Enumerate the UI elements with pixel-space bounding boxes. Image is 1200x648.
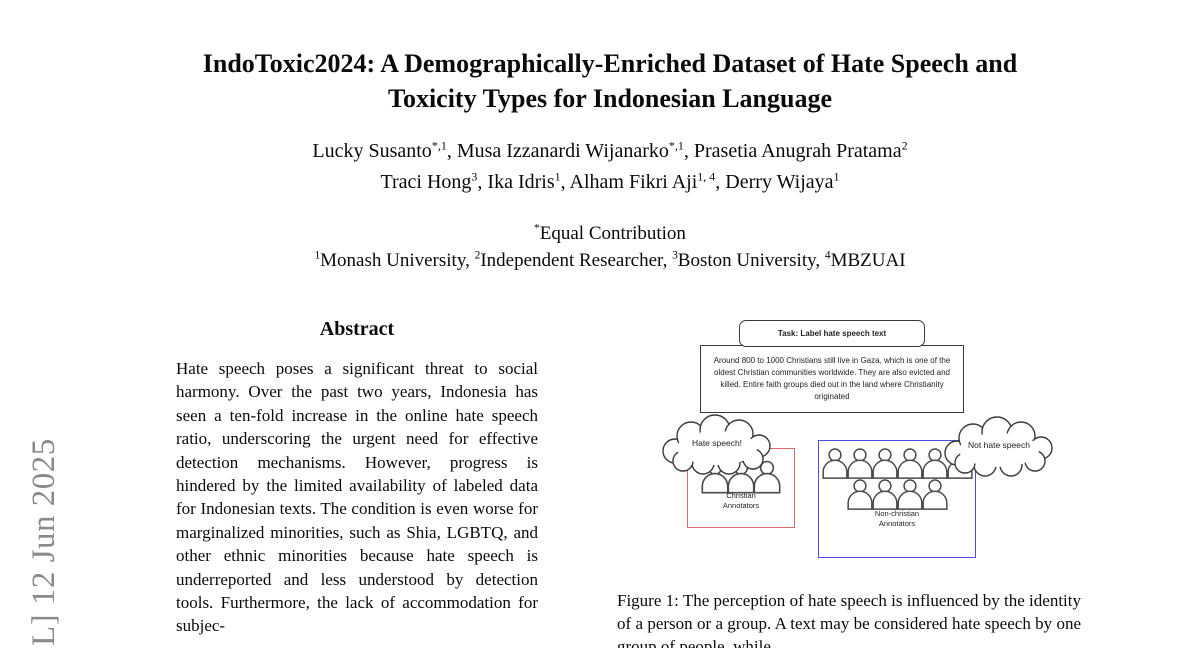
abstract-text: Hate speech poses a significant threat t…	[176, 359, 538, 636]
person-icon	[846, 448, 873, 479]
author-name: , Alham Fikri Aji	[560, 171, 698, 193]
person-icon	[896, 448, 923, 479]
affiliation-sup: 1	[314, 249, 321, 262]
task-box: Task: Label hate speech text	[739, 320, 925, 347]
paper-title-line1: IndoToxic2024: A Demographically-Enriche…	[202, 49, 1018, 78]
thought-cloud-not-hate-speech: Not hate speech	[939, 415, 1059, 477]
cloud-icon	[662, 414, 771, 475]
author-name: , Prasetia Anugrah Pratama	[683, 140, 902, 162]
affiliation-name: Independent Researcher,	[480, 250, 673, 271]
abstract-heading: Abstract	[319, 318, 395, 340]
statement-box: Around 800 to 1000 Christians still live…	[700, 345, 964, 413]
author-name: , Derry Wijaya	[715, 171, 834, 193]
author-affiliation-sup: *,1	[431, 138, 447, 153]
affiliation-name: Monash University,	[320, 250, 475, 271]
christian-annotators-label: Christian Annotators	[722, 491, 760, 510]
affiliation-name: MBZUAI	[830, 250, 906, 271]
figure-1-diagram: Task: Label hate speech text Around 800 …	[617, 315, 1081, 567]
equal-contribution-sup: *	[534, 222, 540, 235]
author-name: Lucky Susanto	[312, 140, 432, 162]
equal-contribution-note: *Equal Contribution	[534, 222, 686, 244]
author-line-2: Traci Hong3, Ika Idris1, Alham Fikri Aji…	[140, 167, 1080, 198]
affiliation-sup: 4	[824, 249, 831, 262]
paper-title-line2: Toxicity Types for Indonesian Language	[387, 84, 833, 113]
thought-cloud-hate-speech: Hate speech!	[657, 413, 777, 475]
author-affiliation-sup: *,1	[668, 138, 684, 153]
author-name: , Ika Idris	[477, 171, 555, 193]
person-icon	[896, 479, 923, 510]
hate-speech-label: Hate speech!	[691, 437, 743, 448]
author-line-1: Lucky Susanto*,1, Musa Izzanardi Wijanar…	[140, 136, 1080, 167]
cloud-icon	[944, 416, 1053, 477]
author-affiliation-sup: 1	[554, 169, 561, 184]
arxiv-banner: L] 12 Jun 2025	[26, 438, 62, 646]
paper-title: IndoToxic2024: A Demographically-Enriche…	[150, 46, 1070, 116]
affiliation-sup: 3	[672, 249, 678, 262]
person-icon	[871, 448, 898, 479]
non-christian-annotators-label: Non-christian Annotators	[874, 509, 920, 528]
person-icon	[753, 460, 781, 494]
author-affiliation-sup: 2	[901, 138, 908, 153]
affiliation-line: 1Monash University, 2Independent Researc…	[140, 247, 1080, 274]
person-icon	[921, 479, 948, 510]
author-name: Traci Hong	[380, 171, 472, 193]
person-icon	[871, 479, 898, 510]
abstract-section: Abstract Hate speech poses a significant…	[176, 318, 538, 638]
person-icon	[846, 479, 873, 510]
affiliation-sup: 2	[474, 249, 481, 262]
person-icon	[921, 448, 948, 479]
author-affiliation-sup: 3	[471, 169, 478, 184]
author-block: Lucky Susanto*,1, Musa Izzanardi Wijanar…	[140, 136, 1080, 198]
figure-1: Task: Label hate speech text Around 800 …	[617, 315, 1081, 648]
figure-1-caption: Figure 1: The perception of hate speech …	[617, 591, 1081, 648]
author-affiliation-sup: 1, 4	[697, 169, 716, 184]
not-hate-speech-label: Not hate speech	[968, 439, 1030, 450]
author-name: , Musa Izzanardi Wijanarko	[446, 140, 669, 162]
person-icon	[821, 448, 848, 479]
affiliation-block: *Equal Contribution 1Monash University, …	[140, 220, 1080, 274]
author-affiliation-sup: 1	[833, 169, 840, 184]
affiliation-name: Boston University,	[677, 250, 825, 271]
